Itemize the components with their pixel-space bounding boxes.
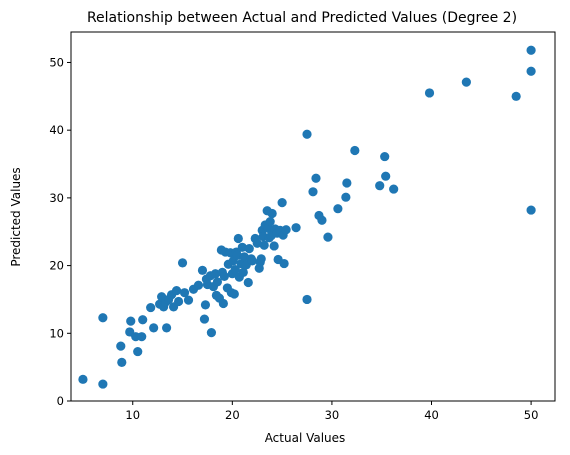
data-point — [199, 314, 210, 324]
data-point — [265, 216, 275, 227]
x-tick-label: 10 — [125, 408, 140, 422]
data-point — [291, 223, 301, 233]
data-point — [98, 313, 108, 323]
plot-frame — [70, 31, 556, 402]
data-point — [239, 252, 249, 262]
data-point — [526, 205, 536, 215]
data-point — [342, 178, 352, 188]
data-point — [78, 374, 88, 384]
data-point — [302, 129, 312, 139]
data-point — [117, 357, 127, 368]
data-point — [302, 294, 312, 305]
y-tick-label: 50 — [49, 55, 64, 69]
data-point — [277, 198, 287, 208]
data-point — [389, 184, 399, 194]
y-tick-label: 40 — [49, 123, 64, 137]
y-tick-label: 0 — [57, 394, 64, 408]
data-point — [232, 250, 242, 261]
data-point — [173, 296, 184, 307]
data-point — [317, 215, 327, 225]
data-point — [333, 204, 343, 214]
data-point — [116, 341, 126, 351]
data-point — [137, 332, 147, 342]
data-point — [269, 241, 279, 251]
x-tick-label: 30 — [325, 408, 340, 422]
chart-title: Relationship between Actual and Predicte… — [87, 10, 517, 26]
y-tick-label: 10 — [49, 326, 64, 340]
data-point — [212, 277, 222, 287]
data-point — [350, 145, 360, 156]
data-point — [526, 45, 536, 55]
x-tick-label: 40 — [424, 408, 439, 422]
data-point — [267, 208, 277, 219]
data-point — [138, 315, 148, 325]
data-point — [381, 171, 391, 181]
data-point — [162, 323, 172, 333]
data-point — [256, 254, 266, 264]
data-point — [219, 271, 229, 282]
y-axis-label: Predicted Values — [9, 167, 23, 266]
data-point — [229, 289, 239, 299]
data-point — [237, 242, 247, 252]
data-point — [177, 258, 188, 268]
data-point — [183, 295, 194, 305]
x-tick-label: 50 — [524, 408, 539, 422]
data-point — [281, 225, 291, 235]
data-point — [238, 267, 248, 277]
data-point — [193, 280, 204, 290]
data-point — [179, 288, 190, 298]
data-point — [252, 238, 262, 248]
data-point — [233, 233, 243, 244]
data-point — [243, 277, 253, 288]
data-point — [380, 151, 390, 162]
data-point — [200, 300, 211, 310]
data-point — [375, 181, 385, 191]
data-point — [171, 286, 182, 296]
data-point — [259, 240, 269, 250]
data-point — [218, 298, 228, 309]
points-layer — [78, 45, 536, 389]
data-point — [311, 173, 321, 183]
data-point — [126, 316, 136, 326]
data-point — [341, 192, 351, 202]
data-point — [247, 256, 257, 266]
x-tick-label: 20 — [225, 408, 240, 422]
data-point — [146, 302, 156, 313]
data-point — [197, 265, 208, 275]
data-point — [323, 232, 333, 242]
y-axis: 0 10 20 30 40 50 — [49, 55, 71, 408]
x-axis-label: Actual Values — [265, 431, 346, 445]
data-point — [230, 265, 240, 275]
data-point — [279, 258, 289, 269]
x-axis: 10 20 30 40 50 — [125, 401, 538, 422]
data-point — [133, 346, 143, 357]
data-point — [308, 187, 318, 197]
data-point — [206, 328, 217, 338]
data-point — [244, 244, 254, 254]
data-point — [149, 323, 159, 333]
y-tick-label: 30 — [49, 191, 64, 205]
data-point — [98, 379, 108, 389]
data-point — [461, 77, 471, 87]
data-point — [210, 269, 220, 279]
data-point — [511, 91, 521, 101]
y-tick-label: 20 — [49, 259, 64, 273]
data-point — [526, 66, 536, 76]
data-point — [424, 88, 435, 98]
